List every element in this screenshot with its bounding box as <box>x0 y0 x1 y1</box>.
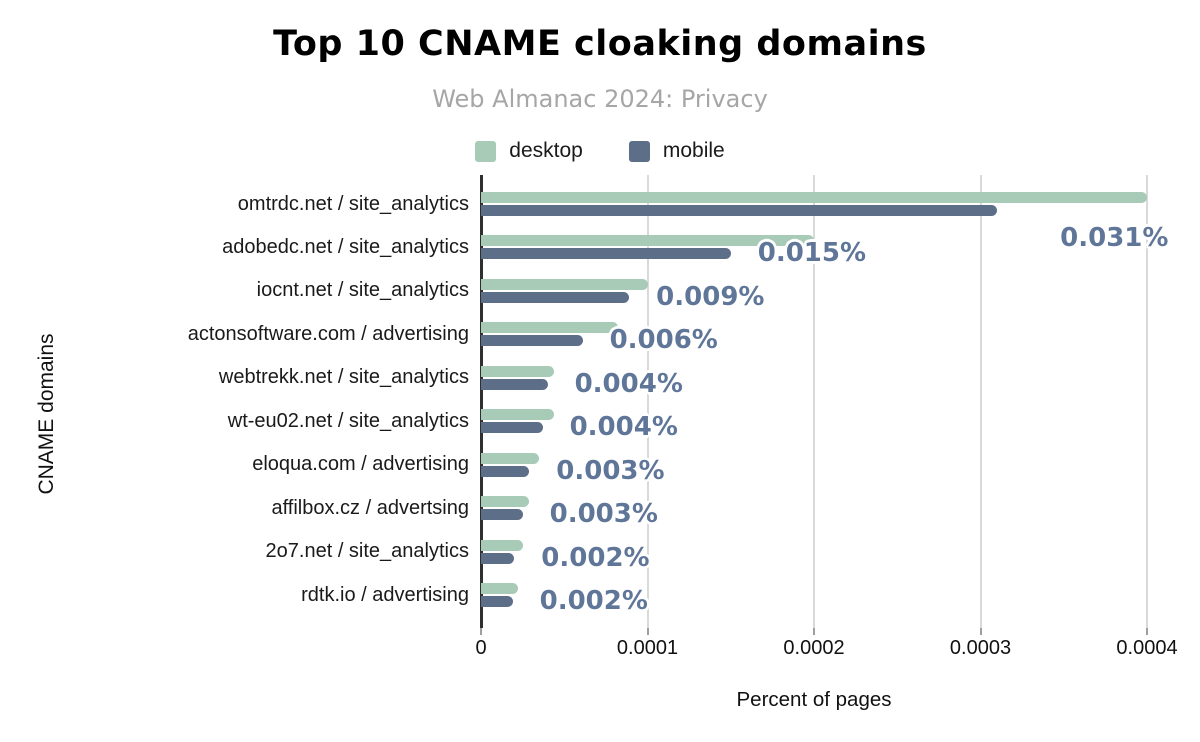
bar-desktop <box>481 496 530 508</box>
data-label: 0.004% <box>574 368 683 399</box>
data-label: 0.009% <box>656 281 765 312</box>
mobile-legend-swatch <box>628 140 650 162</box>
data-label: 0.031% <box>1060 223 1169 253</box>
desktop-legend-swatch <box>475 140 497 162</box>
x-tick-label: 0.0004 <box>1116 637 1178 659</box>
chart-subtitle: Web Almanac 2024: Privacy <box>432 85 768 113</box>
category-label: 2o7.net / site_analytics <box>265 540 469 563</box>
bar-mobile <box>481 596 513 608</box>
bar-desktop <box>481 278 648 290</box>
plot-area: 0.031% 0.015% 0.009% 0.006% 0.004% 0.004% 0.00… <box>480 175 1168 635</box>
tick-mark <box>813 628 815 635</box>
bar-desktop <box>481 235 814 247</box>
y-axis-line <box>480 175 483 628</box>
category-labels: omtrdc.net / site_analytics adobedc.net /… <box>0 175 481 628</box>
bar-mobile <box>481 509 523 521</box>
data-label: 0.002% <box>541 542 650 573</box>
category-label: adobedc.net / site_analytics <box>222 235 469 258</box>
bar-desktop <box>481 322 618 334</box>
x-tick-label: 0 <box>475 637 487 659</box>
gridline <box>813 175 815 628</box>
legend: desktop mobile <box>0 139 1200 163</box>
bar-mobile <box>481 248 731 260</box>
x-tick-label: 0.0003 <box>949 637 1012 659</box>
x-axis-title: Percent of pages <box>736 688 892 711</box>
bar-mobile <box>481 205 998 216</box>
bar-mobile <box>481 378 548 390</box>
category-label: actonsoftware.com / advertising <box>187 322 469 345</box>
data-label: 0.003% <box>556 455 665 486</box>
bar-mobile <box>481 465 530 477</box>
category-label: iocnt.net / site_analytics <box>256 279 469 302</box>
tick-mark <box>646 628 649 635</box>
bar-desktop <box>481 365 555 377</box>
tick-mark <box>480 628 482 635</box>
bar-mobile <box>481 552 515 564</box>
gridline <box>979 175 982 628</box>
category-label: eloqua.com / advertising <box>252 453 469 476</box>
x-tick-label: 0.0001 <box>616 637 679 659</box>
category-label: wt-eu02.net / site_analytics <box>227 409 469 432</box>
data-label: 0.006% <box>609 325 718 356</box>
data-label: 0.002% <box>539 586 648 617</box>
gridline <box>1146 175 1148 628</box>
bar-desktop <box>481 539 523 551</box>
x-tick-label: 0.0002 <box>783 637 845 659</box>
legend-item-desktop: desktop <box>475 139 583 163</box>
category-label: webtrekk.net / site_analytics <box>218 366 469 389</box>
gridline <box>646 175 649 628</box>
chart-title: Top 10 CNAME cloaking domains <box>273 24 927 64</box>
bar-mobile <box>481 291 630 303</box>
data-label: 0.004% <box>569 412 678 443</box>
legend-item-mobile: mobile <box>628 139 725 163</box>
bar-desktop <box>481 409 555 421</box>
bar-mobile <box>481 335 583 347</box>
bar-mobile <box>481 422 543 434</box>
tick-mark <box>979 628 982 635</box>
category-label: omtrdc.net / site_analytics <box>237 192 469 215</box>
legend-label-desktop: desktop <box>509 139 583 162</box>
tick-mark <box>1146 628 1148 635</box>
legend-label-mobile: mobile <box>662 139 725 162</box>
bar-desktop <box>481 452 540 464</box>
category-label: rdtk.io / advertising <box>301 583 469 606</box>
bar-desktop <box>481 192 1147 203</box>
category-label: affilbox.cz / advertsing <box>271 496 469 519</box>
data-label: 0.003% <box>549 499 658 530</box>
data-label: 0.015% <box>757 238 867 269</box>
bar-desktop <box>481 583 518 595</box>
